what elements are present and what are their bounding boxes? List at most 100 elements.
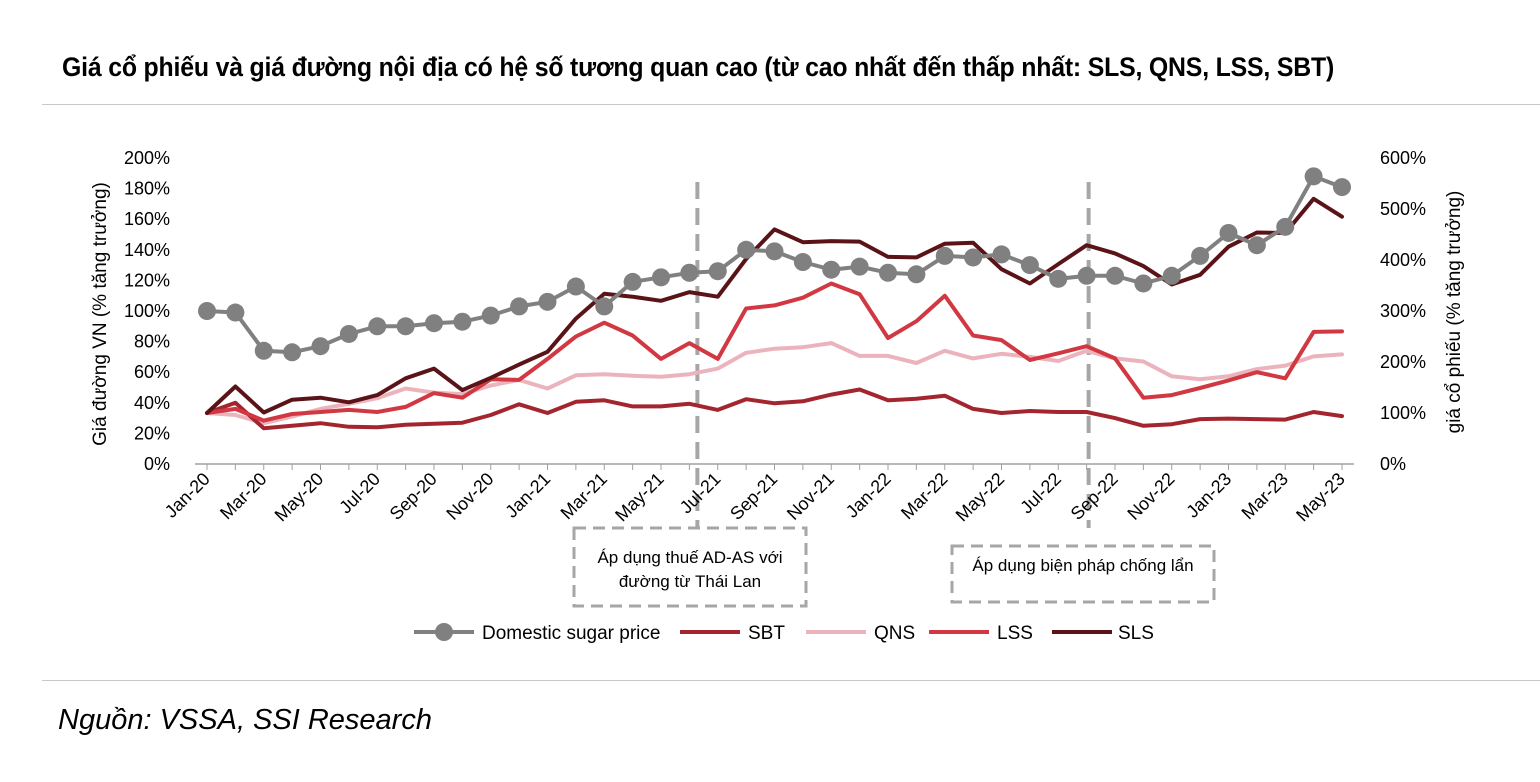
data-point [1247,236,1266,255]
data-point [1106,266,1124,285]
axes: 200% 180% 160% 140% 120% 100% 80% 60% 40% 20% 0% 60… [90,148,1465,525]
x-tick-label: May-21 [611,469,668,526]
y-left-tick-label: 20% [134,423,170,443]
data-point [510,297,529,316]
x-tick-label: Jan-20 [161,469,214,522]
y-left-tick-label: 160% [124,209,170,229]
legend-marker [435,623,453,641]
y-right-tick-label: 0% [1380,454,1406,474]
legend-item: Domestic sugar price [414,623,660,644]
event-lines [695,182,1091,528]
source-note: Nguồn: VSSA, SSI Research [58,704,432,736]
y-left-tick-label: 200% [124,148,170,168]
data-point [765,242,784,261]
data-point [1191,246,1210,265]
x-tick-label: Jan-23 [1182,469,1235,522]
legend: Domestic sugar price SBT QNS LSS SLS [414,623,1154,644]
x-tick-label: Mar-22 [897,469,951,523]
series-line [205,341,1344,426]
y-right-tick-label: 100% [1380,403,1426,423]
data-point [964,248,983,267]
data-point [1162,266,1181,285]
x-tick-label: May-23 [1292,469,1349,526]
bottom-divider [42,680,1540,681]
annotation-boxes: Áp dụng thuế AD-AS với đường từ Thái LanÁ… [572,526,1216,608]
annotation-text: đường từ Thái Lan [619,572,761,591]
data-point [935,246,954,265]
legend-item: QNS [806,623,915,644]
legend-item: SLS [1052,623,1154,644]
data-point [1219,223,1238,242]
annotation-text: Áp dụng thuế AD-AS với [597,548,782,567]
data-point [453,312,472,331]
data-point [737,240,756,259]
legend-item: SBT [680,623,785,644]
y-left-axis-title: Giá đường VN (% tăng trưởng) [90,182,111,446]
data-point [566,277,585,296]
top-divider [42,104,1540,105]
series-qns [205,341,1344,426]
y-right-tick-label: 400% [1380,250,1426,270]
x-tick-label: Nov-22 [1123,469,1178,524]
x-tick-label: Sep-21 [726,469,781,524]
y-left-tick-label: 40% [134,393,170,413]
data-point [879,263,897,282]
data-point [339,324,358,343]
y-left-tick-label: 0% [144,454,170,474]
data-point [708,262,727,281]
legend-item: LSS [929,623,1033,644]
x-tick-label: Jul-20 [335,469,384,518]
data-point [198,302,216,320]
y-right-tick-label: 200% [1380,352,1426,372]
series-lss [205,281,1344,423]
series-line [205,387,1344,431]
data-point [1134,274,1153,293]
x-tick-label: Sep-22 [1067,469,1122,524]
data-point [822,260,841,279]
annotation-box: Áp dụng thuế AD-AS với đường từ Thái Lan [572,526,808,608]
series-sls [205,196,1344,415]
data-point [481,306,500,325]
series-sbt [205,387,1344,431]
x-tick-label: Jan-22 [842,469,895,522]
x-tick-label: Sep-20 [386,469,441,524]
y-left-tick-label: 180% [124,179,170,199]
y-right-tick-label: 500% [1380,199,1426,219]
legend-label: QNS [874,623,915,644]
x-tick-label: Jul-22 [1016,469,1065,518]
data-point [283,343,302,362]
data-point [1304,167,1323,186]
x-tick-label: Mar-23 [1238,469,1292,523]
x-tick-label: Nov-21 [783,469,838,524]
data-point [907,265,926,284]
legend-label: SBT [748,623,785,644]
x-tick-label: May-20 [271,469,328,526]
x-tick-label: Mar-21 [557,469,611,523]
data-point [396,317,415,336]
data-point [311,337,330,356]
data-point [992,245,1011,264]
y-left-tick-label: 140% [124,240,170,260]
y-left-tick-label: 100% [124,301,170,321]
legend-label: SLS [1118,623,1154,644]
data-point [226,303,245,322]
data-point [1276,217,1295,236]
legend-label: Domestic sugar price [482,623,660,644]
data-point [1049,269,1068,288]
x-tick-label: Jul-21 [676,469,725,518]
data-point [623,272,642,291]
x-tick-label: Jan-21 [501,469,554,522]
x-tick-label: May-22 [952,469,1009,526]
data-point [680,263,699,282]
data-point [368,317,387,336]
data-point [595,297,614,316]
y-right-tick-label: 300% [1380,301,1426,321]
data-point [793,253,812,272]
series-line [205,196,1344,415]
data-point [1077,266,1096,285]
y-right-axis-title: giá cổ phiếu (% tăng trưởng) [1444,191,1465,434]
data-point [425,314,443,333]
data-point [538,292,557,311]
y-left-tick-label: 80% [134,332,170,352]
